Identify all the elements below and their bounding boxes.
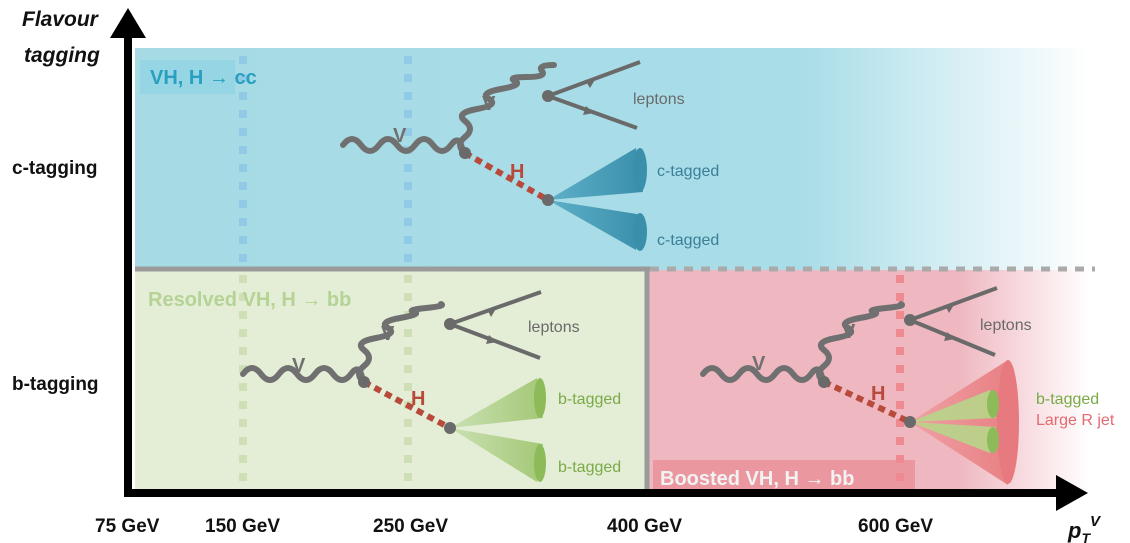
region-boosted-title: Boosted VH, H → bb [660, 468, 854, 490]
higgs-line [822, 379, 912, 425]
b-jet-cap-upper [534, 378, 546, 418]
vertex-vvh [818, 376, 830, 388]
v-boson-wave-out [816, 301, 905, 385]
region-boosted-bb [647, 270, 1090, 492]
label-v-in: V [752, 353, 766, 375]
region-cc-title: VH, H → cc [150, 67, 257, 89]
feynman-diagram-cc: V V H leptons c-tagged c-tagged [340, 60, 719, 251]
label-v-in: V [393, 125, 407, 147]
label-c-tagged-upper: c-tagged [657, 163, 719, 180]
label-b-tagged-upper: b-tagged [558, 391, 621, 408]
label-leptons: leptons [980, 317, 1032, 334]
x-tick-400: 400 GeV [607, 516, 682, 537]
vertex-leptons [444, 318, 456, 330]
v-boson-wave-in [240, 365, 366, 385]
region-cc [135, 48, 1090, 270]
large-r-jet-cone [910, 360, 1008, 485]
x-axis-title: pTV [1067, 513, 1102, 543]
vertex-vvh [459, 147, 471, 159]
b-jet-cone-lower [450, 428, 543, 482]
higgs-line [362, 379, 452, 431]
y-level-b-tagging: b-tagging [12, 374, 99, 395]
region-resolved-title: Resolved VH, H → bb [148, 289, 351, 311]
label-v-out: V [842, 321, 856, 343]
b-jet-cap-lower [534, 444, 546, 482]
y-axis-title-line1: Flavour [22, 8, 100, 31]
v-boson-wave-out [356, 301, 445, 385]
y-axis-title-line2: tagging [24, 44, 100, 67]
label-b-tagged-lower: b-tagged [558, 459, 621, 476]
b-jet-cone-upper [450, 378, 543, 428]
label-v-out: V [482, 93, 496, 115]
label-v-out: V [381, 323, 395, 345]
x-tick-75: 75 GeV [95, 516, 160, 537]
feynman-diagram-boosted-bb: V V H leptons b-tagged Large R jet [700, 286, 1115, 485]
x-tick-250: 250 GeV [373, 516, 448, 537]
label-v-in: V [292, 355, 306, 377]
label-c-tagged-lower: c-tagged [657, 232, 719, 249]
x-tick-600: 600 GeV [858, 516, 933, 537]
x-tick-150: 150 GeV [205, 516, 280, 537]
region-cc-title-bg [140, 60, 235, 94]
vertex-leptons [542, 90, 554, 102]
lepton-arrow-lower [583, 106, 594, 115]
v-boson-wave-out [457, 62, 557, 156]
vertex-higgs-decay [542, 194, 554, 206]
label-higgs: H [510, 161, 524, 183]
y-axis-arrow [110, 8, 146, 38]
lepton-arrow-upper [585, 78, 596, 88]
feynman-diagram-resolved-bb: V V H leptons b-tagged b-tagged [240, 290, 621, 482]
b-subjet-cone-lower [910, 422, 996, 453]
vertex-higgs-decay [444, 422, 456, 434]
v-boson-wave-in [700, 365, 826, 385]
b-subjet-cap-lower [987, 427, 999, 453]
vertex-higgs-decay [904, 416, 916, 428]
label-b-tagged: b-tagged [1036, 391, 1099, 408]
vertex-vvh [358, 376, 370, 388]
region-boosted-title-bg [653, 460, 915, 493]
label-leptons: leptons [633, 91, 685, 108]
label-higgs: H [411, 388, 425, 410]
label-large-r-jet: Large R jet [1036, 412, 1115, 429]
region-resolved-bb [135, 270, 647, 492]
label-leptons: leptons [528, 319, 580, 336]
lepton-arrow-upper [945, 303, 955, 313]
c-jet-cone-upper [548, 148, 643, 200]
v-boson-wave-in [340, 136, 466, 156]
x-axis-arrow [1056, 475, 1088, 511]
large-r-jet-cap [997, 360, 1019, 484]
b-subjet-cap-upper [987, 390, 999, 418]
c-jet-cap-upper [633, 148, 647, 192]
c-jet-cap-lower [633, 213, 647, 251]
label-higgs: H [871, 383, 885, 405]
lepton-arrow-lower [944, 332, 955, 341]
b-subjet-cone-upper [910, 390, 996, 422]
higgs-line [463, 150, 550, 203]
lepton-arrow-upper [487, 307, 497, 317]
vertex-leptons [904, 314, 916, 326]
y-level-c-tagging: c-tagging [12, 158, 98, 179]
c-jet-cone-lower [548, 200, 643, 250]
lepton-arrow-lower [486, 335, 497, 344]
